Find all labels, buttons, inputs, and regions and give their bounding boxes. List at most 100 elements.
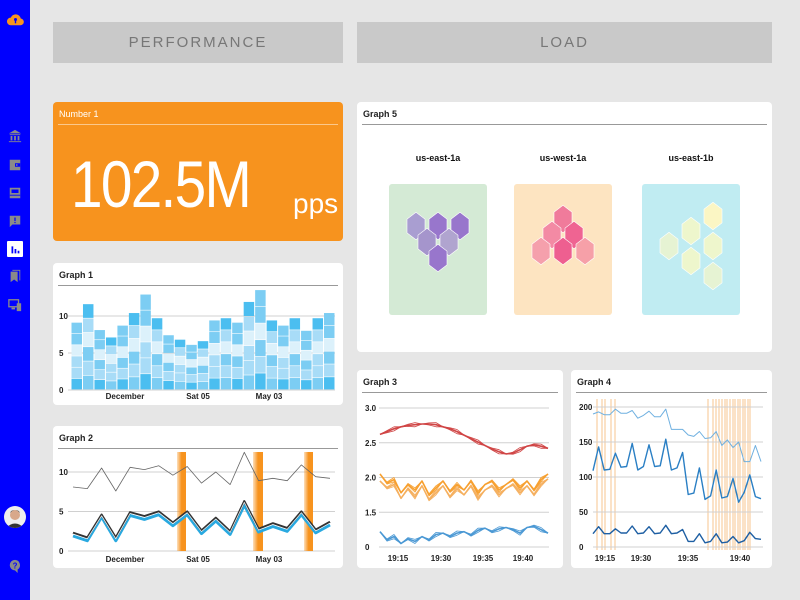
stacked-bar — [255, 290, 266, 390]
stacked-bar — [266, 320, 278, 390]
bar-segment — [220, 330, 232, 342]
bank-icon — [8, 129, 22, 143]
sidebar-item-wallet[interactable] — [7, 157, 23, 173]
zone-panel[interactable] — [642, 184, 740, 315]
bar-segment — [278, 368, 289, 379]
event-band — [177, 452, 186, 551]
bar-segment — [151, 330, 163, 342]
title-divider — [362, 392, 558, 393]
y-tick-label: 50 — [579, 508, 588, 517]
series-line-highlight — [72, 502, 331, 540]
bar-segment — [255, 373, 266, 390]
hex-map — [531, 204, 595, 266]
bar-segment — [94, 330, 105, 340]
x-tick-label: December — [106, 392, 145, 401]
bar-segment — [289, 354, 301, 366]
bar-segment — [312, 378, 324, 390]
zone-panel[interactable] — [514, 184, 612, 315]
card-title: Graph 4 — [577, 377, 612, 387]
bar-segment — [174, 356, 186, 365]
title-divider — [576, 392, 767, 393]
bar-segment — [266, 320, 278, 332]
stacked-bar — [209, 320, 220, 390]
bar-segment — [209, 355, 220, 367]
title-divider — [58, 448, 338, 449]
bar-segment — [289, 366, 301, 378]
sidebar-item-bar-chart[interactable] — [7, 241, 23, 257]
bar-segment — [163, 344, 174, 353]
bar-segment — [209, 332, 220, 344]
bar-segment — [163, 371, 174, 381]
sidebar-item-alert-message[interactable] — [7, 213, 23, 229]
bar-segment — [197, 349, 209, 357]
bar-segment — [71, 356, 82, 367]
performance-section-header[interactable]: PERFORMANCE — [53, 22, 343, 63]
x-tick-label: 19:35 — [473, 554, 494, 563]
sidebar-item-devices[interactable] — [7, 297, 23, 313]
bar-segment — [278, 325, 289, 336]
svg-text:?: ? — [13, 562, 18, 571]
series-line — [72, 503, 331, 543]
user-avatar[interactable] — [4, 506, 26, 528]
title-divider — [362, 124, 767, 125]
card-title: Graph 5 — [363, 109, 398, 119]
x-tick-label: 19:35 — [678, 554, 699, 563]
devices-icon — [8, 299, 22, 312]
bar-segment — [255, 306, 266, 323]
bar-segment — [243, 316, 255, 331]
bar-segment — [312, 330, 324, 342]
bar-segment — [186, 374, 197, 382]
sidebar-item-inbox[interactable] — [7, 185, 23, 201]
bar-segment — [289, 378, 301, 390]
hex-cell — [553, 236, 573, 266]
sidebar-item-bank[interactable] — [7, 128, 23, 144]
sidebar-item-bookmarks[interactable] — [7, 268, 23, 284]
series-line — [379, 473, 549, 495]
cloud-logo-icon[interactable] — [6, 10, 25, 29]
y-tick-label: 10 — [59, 312, 68, 321]
bar-segment — [82, 318, 94, 333]
bar-segment — [324, 325, 335, 339]
bar-segment — [266, 355, 278, 367]
bar-segment — [278, 357, 289, 368]
bar-segment — [301, 370, 312, 380]
bar-segment — [163, 335, 174, 344]
bar-segment — [174, 373, 186, 382]
bar-segment — [151, 318, 163, 330]
bar-segment — [255, 340, 266, 357]
hex-cell — [428, 243, 448, 273]
bar-segment — [289, 330, 301, 342]
bar-segment — [163, 380, 174, 390]
bar-segment — [301, 350, 312, 360]
bar-segment — [94, 350, 105, 360]
title-divider — [58, 285, 338, 286]
help-icon[interactable]: ? — [7, 558, 23, 574]
bar-segment — [220, 366, 232, 378]
bar-segment — [71, 345, 82, 356]
series-line — [379, 478, 549, 500]
bar-segment — [163, 362, 174, 372]
y-tick-label: 0 — [579, 543, 584, 552]
bar-segment — [266, 332, 278, 344]
bar-segment — [117, 368, 128, 379]
load-section-header[interactable]: LOAD — [357, 22, 772, 63]
y-tick-label: 0 — [59, 547, 64, 556]
metric-value: 102.5M — [71, 147, 252, 221]
stacked-bar — [140, 294, 151, 390]
bar-segment — [266, 378, 278, 390]
bar-segment — [163, 353, 174, 363]
y-tick-label: 3.0 — [365, 404, 377, 413]
bar-segment — [255, 290, 266, 307]
title-divider — [58, 124, 338, 125]
bar-segment — [117, 357, 128, 368]
stacked-bar — [94, 330, 105, 390]
bar-segment — [82, 361, 94, 376]
bar-segment — [140, 342, 151, 358]
hex-map — [659, 201, 723, 291]
bar-segment — [278, 336, 289, 347]
graph-2-card: Graph 2 0 5 10 December Sat 05 May 03 — [53, 426, 343, 568]
wallet-icon — [9, 159, 21, 171]
zone-panel[interactable] — [389, 184, 487, 315]
stacked-bar — [278, 325, 289, 390]
y-tick-label: 0 — [59, 386, 64, 395]
